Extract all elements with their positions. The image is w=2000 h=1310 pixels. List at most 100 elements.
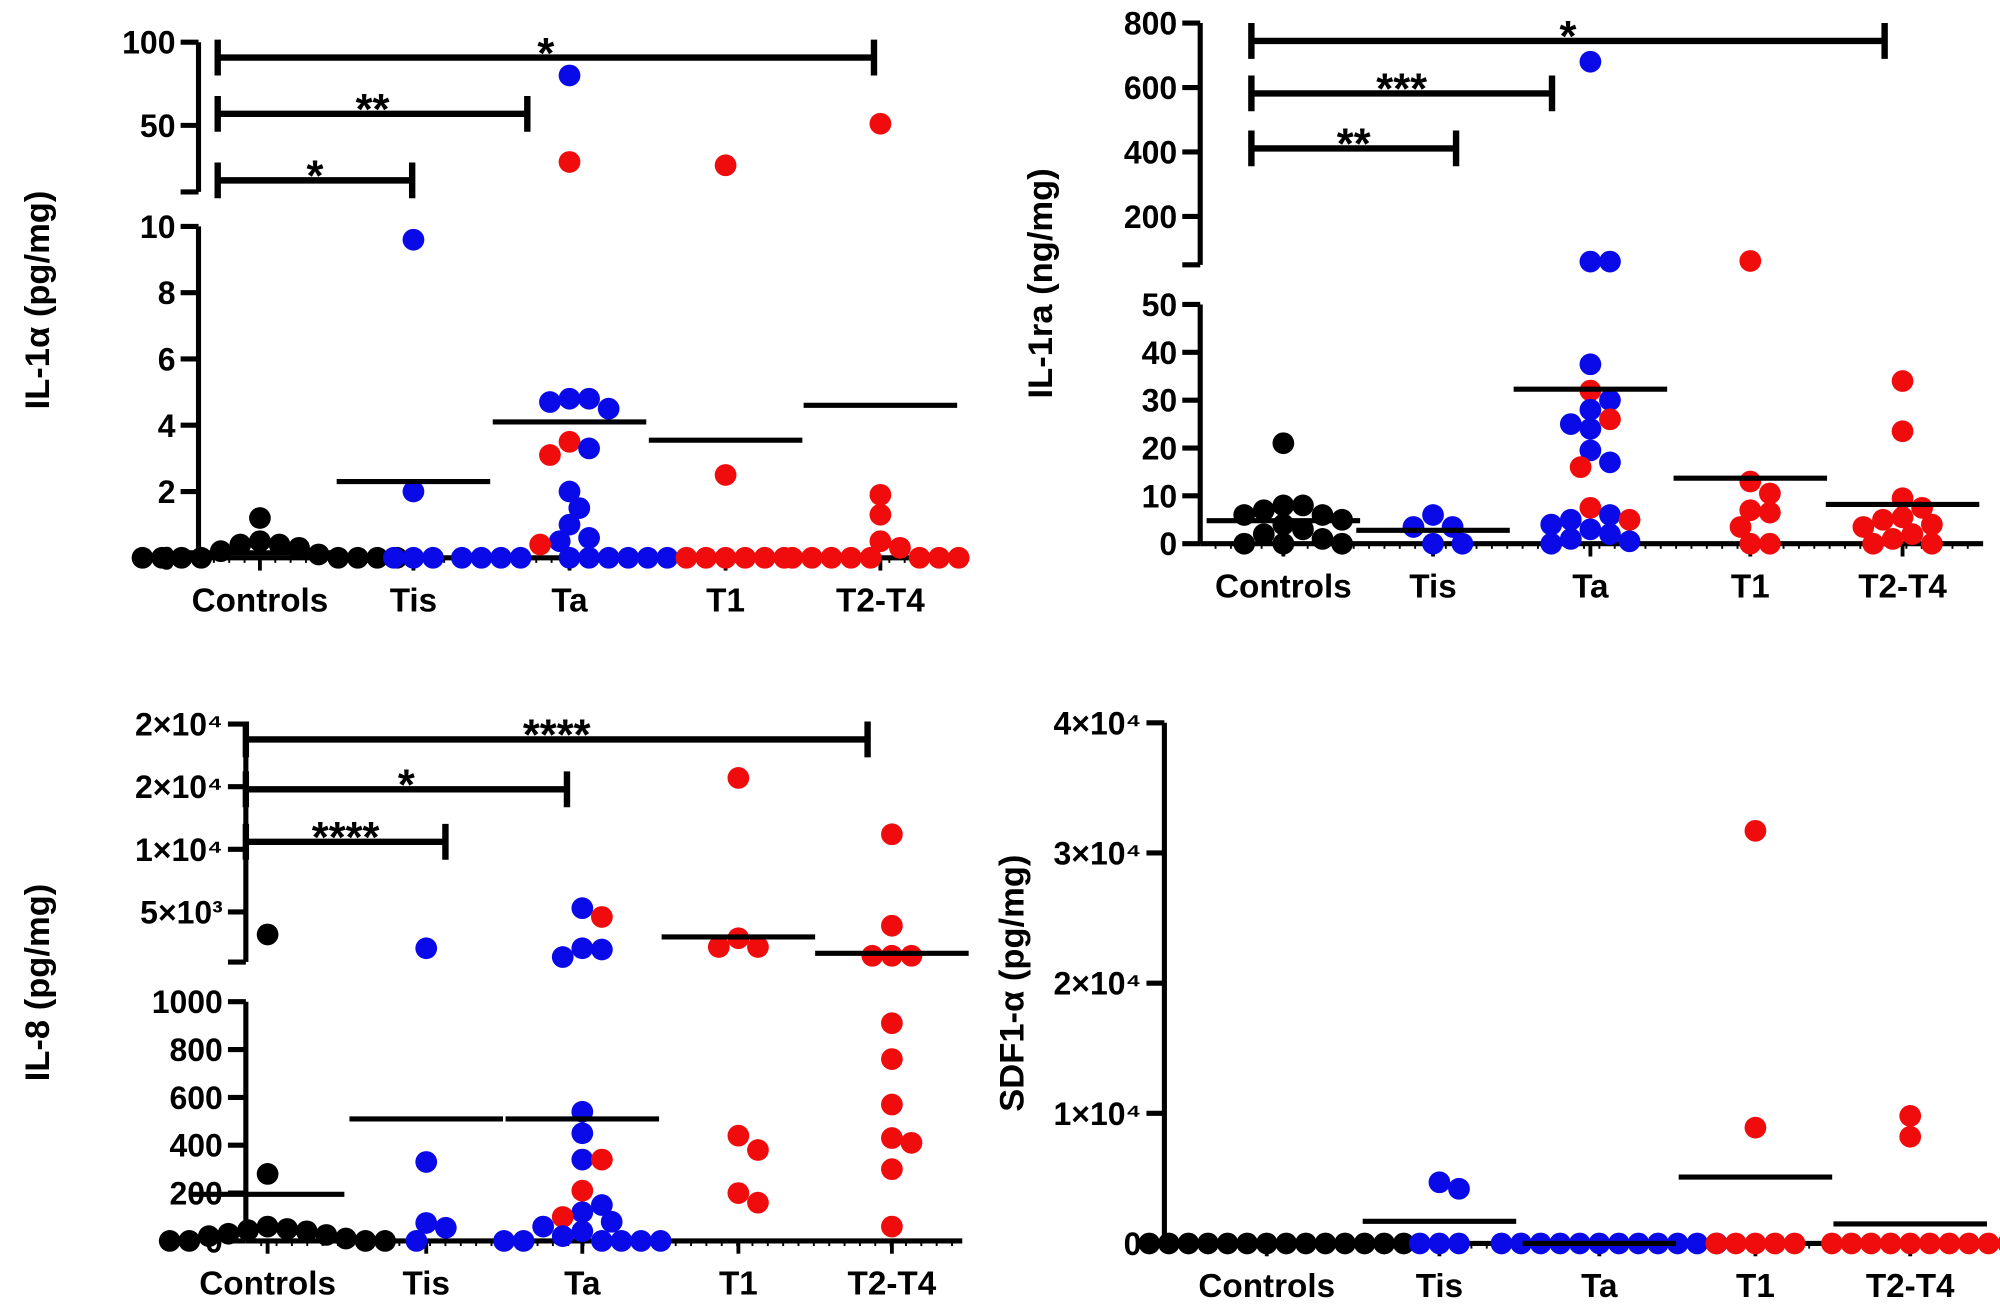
y-tick-label: 50 [1142, 287, 1178, 323]
data-point-red [1977, 1232, 2000, 1255]
data-point-black [256, 1163, 279, 1185]
data-point-red [881, 1093, 903, 1116]
data-point-red [1891, 370, 1914, 392]
data-point-black [190, 546, 213, 569]
data-point-blue [1579, 398, 1602, 421]
data-point-black [335, 1227, 357, 1250]
data-point-black [1272, 432, 1295, 455]
data-point-black [295, 1220, 318, 1243]
x-tick-label: T1 [706, 583, 745, 620]
y-tick-label: 10 [140, 209, 176, 245]
significance-label: *** [1376, 66, 1427, 114]
data-point-blue [571, 937, 594, 960]
data-point-blue [610, 1230, 633, 1252]
y-tick-label: 40 [1142, 335, 1178, 371]
y-tick-label: 2×10⁴ [135, 769, 223, 805]
y-tick-label: 0 [1124, 1226, 1142, 1262]
data-point-red [747, 1191, 769, 1214]
data-point-blue [568, 497, 591, 519]
y-tick-label: 20 [1142, 431, 1178, 467]
significance-bracket: ** [1248, 121, 1460, 169]
y-tick-label: 10 [1142, 478, 1178, 514]
data-point-blue [1490, 1232, 1513, 1255]
data-point-red [1997, 1236, 2000, 1251]
x-tick-label: Ta [564, 1266, 601, 1303]
significance-label: * [1560, 13, 1577, 61]
x-tick-label: T2-T4 [848, 1266, 937, 1303]
y-tick-label: 0 [1159, 526, 1177, 562]
data-point-red [714, 464, 737, 486]
data-point-red [675, 546, 698, 569]
data-point-black [256, 1215, 279, 1238]
data-point-red [1891, 420, 1914, 443]
y-axis-title: IL-8 (pg/mg) [19, 884, 57, 1082]
data-point-red [1569, 456, 1592, 479]
x-tick-label: Ta [1572, 568, 1609, 605]
y-tick-label: 1×10⁴ [135, 832, 223, 868]
data-point-blue [578, 546, 600, 569]
data-point-blue [1428, 1232, 1451, 1255]
panel-1: 024681050100IL-1α (pg/mg)ControlsTisTaT1… [19, 25, 970, 620]
data-point-red [1783, 1232, 1806, 1255]
y-tick-label: 3×10⁴ [1054, 835, 1142, 871]
data-point-red [1860, 1232, 1882, 1255]
data-point-red [881, 823, 903, 846]
data-point-blue [1402, 516, 1425, 538]
y-tick-label: 800 [169, 1032, 222, 1068]
x-tick-label: Controls [199, 1266, 336, 1303]
data-point-red [889, 536, 911, 559]
data-point-black [346, 546, 369, 569]
data-point-red [820, 546, 843, 569]
data-point-red [707, 936, 730, 958]
data-point-blue [1448, 1232, 1470, 1255]
data-point-red [869, 503, 892, 526]
data-point-black [1157, 1232, 1180, 1255]
y-tick-label: 5×10³ [140, 894, 223, 930]
x-tick-label: Controls [1198, 1268, 1335, 1305]
data-point-blue [405, 1230, 428, 1252]
data-point-red [1739, 470, 1762, 493]
x-tick-label: Ta [551, 583, 588, 620]
data-point-blue [578, 387, 600, 410]
data-point-blue [591, 1230, 613, 1252]
data-point-blue [551, 1225, 574, 1248]
data-point-blue [649, 1230, 672, 1252]
data-point-red [1958, 1232, 1980, 1255]
data-point-blue [1579, 518, 1602, 541]
data-point-blue [1666, 1232, 1689, 1255]
data-point-blue [1540, 513, 1563, 536]
data-point-red [734, 546, 757, 569]
significance-label: ** [356, 86, 390, 134]
significance-label: * [306, 153, 323, 201]
panel-3: 020040060080010005×10³1×10⁴2×10⁴2×10⁴IL-… [19, 707, 969, 1303]
data-point-black [1353, 1232, 1376, 1255]
x-tick-label: Tis [1416, 1268, 1463, 1305]
data-point-red [1759, 501, 1781, 524]
data-point-blue [597, 546, 620, 569]
data-point-red [727, 767, 750, 789]
data-point-blue [1599, 523, 1621, 546]
y-tick-label: 50 [140, 108, 176, 144]
data-point-blue [636, 546, 659, 569]
data-point-blue [1422, 504, 1444, 526]
data-point-blue [1599, 250, 1621, 273]
x-tick-label: Tis [403, 1266, 450, 1303]
data-point-black [354, 1230, 377, 1252]
data-point-red [781, 546, 804, 569]
data-point-black [237, 1219, 259, 1242]
data-point-blue [630, 1230, 652, 1252]
data-point-blue [571, 1148, 594, 1171]
data-point-red [1881, 528, 1904, 550]
data-point-red [1729, 516, 1752, 538]
data-point-black [1311, 528, 1334, 550]
data-point-blue [591, 938, 613, 961]
data-point-blue [1451, 532, 1474, 555]
data-point-red [1872, 508, 1894, 531]
data-point-blue [1559, 528, 1582, 550]
data-point-black [276, 1218, 299, 1240]
data-point-red [1921, 513, 1943, 536]
data-point-blue [1428, 1171, 1451, 1194]
data-point-black [256, 923, 279, 946]
y-tick-label: 4×10⁴ [1054, 705, 1142, 741]
